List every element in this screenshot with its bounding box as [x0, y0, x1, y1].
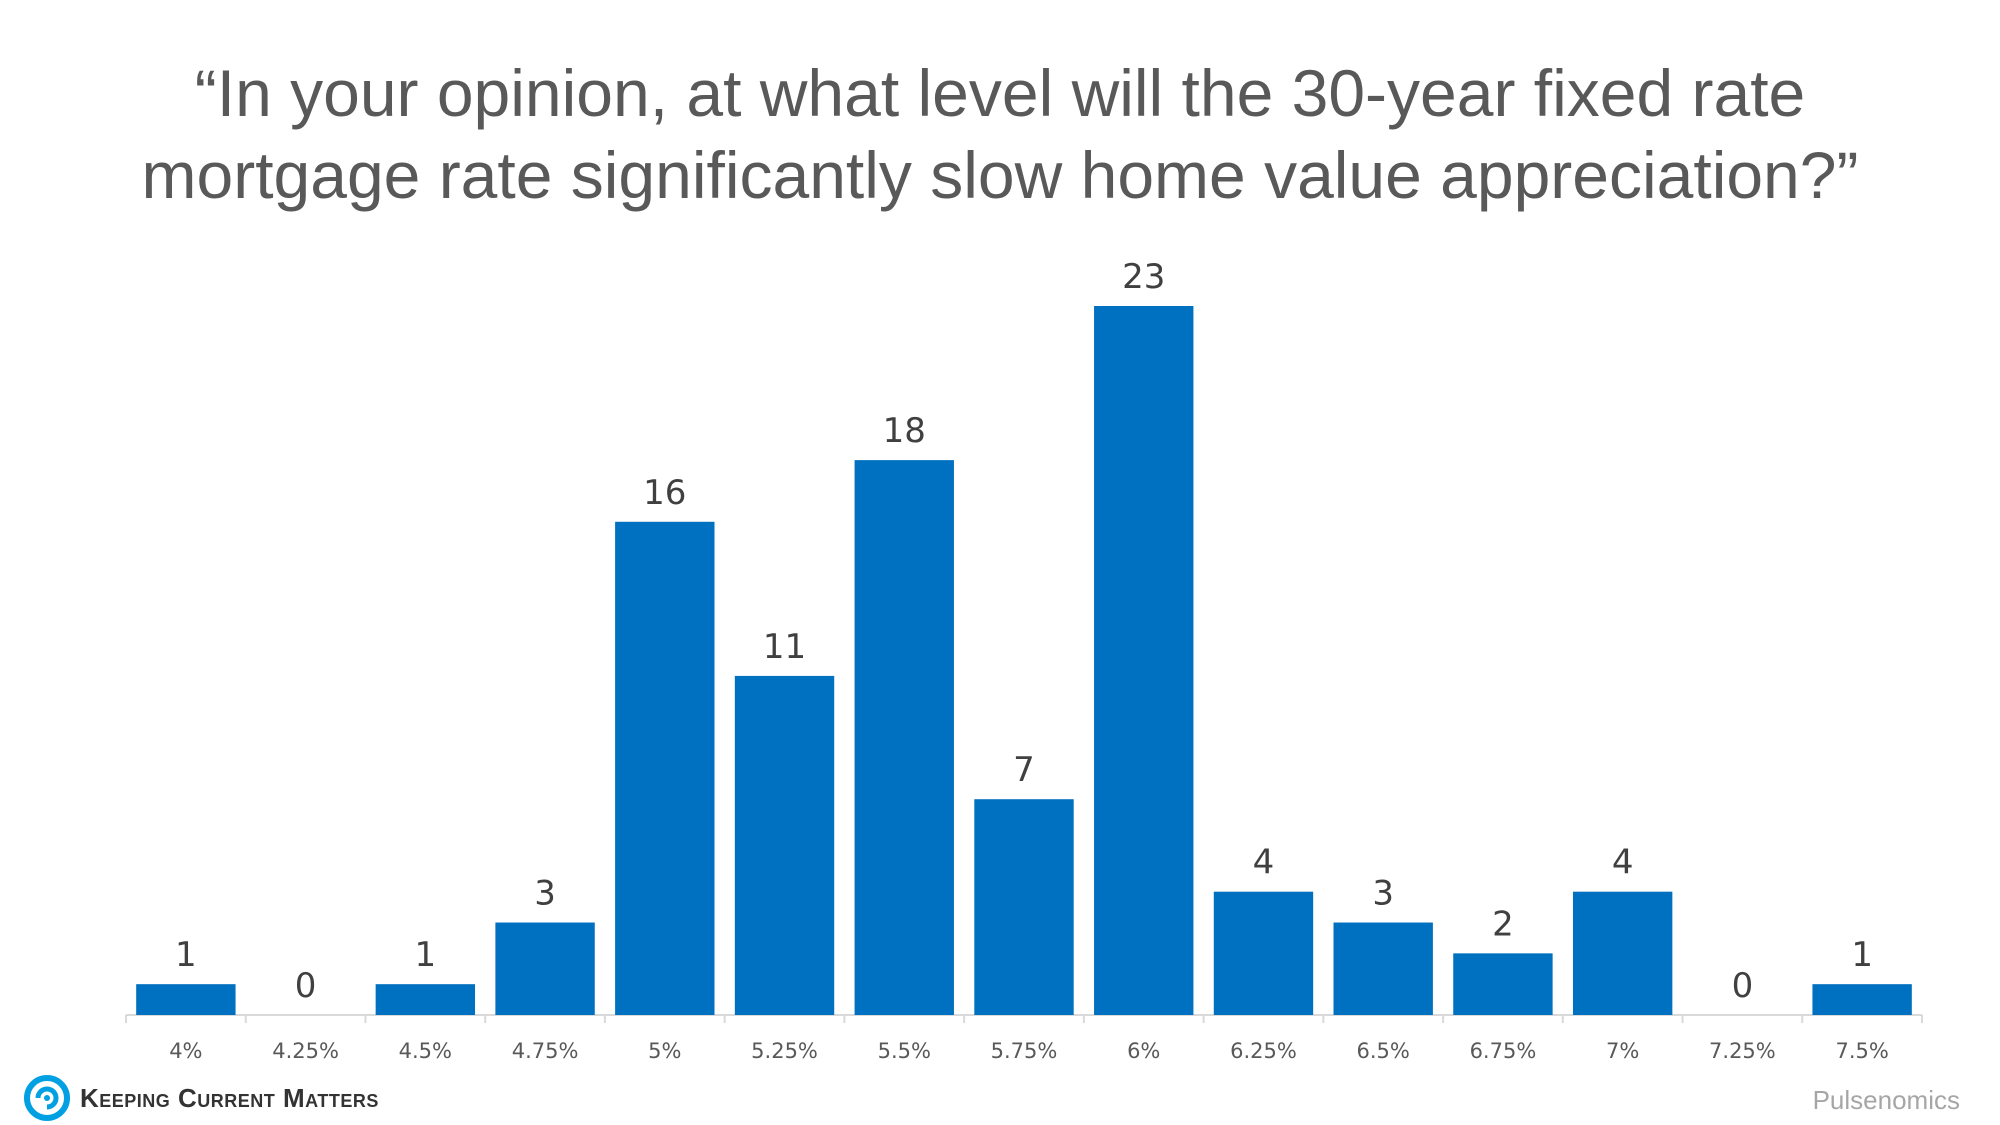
x-tick-label: 5%	[648, 1039, 681, 1063]
data-label: 0	[1732, 966, 1754, 1006]
data-label: 23	[1122, 257, 1165, 297]
x-tick-label: 4.5%	[399, 1039, 452, 1063]
data-label: 0	[295, 966, 317, 1006]
x-tick-label: 5.75%	[991, 1039, 1058, 1063]
source-label: Pulsenomics	[1812, 1085, 1960, 1115]
bar	[854, 460, 954, 1015]
data-label: 4	[1253, 843, 1275, 883]
data-label: 3	[534, 874, 556, 914]
x-tick-label: 7%	[1606, 1039, 1639, 1063]
chart-title-line-1: “In your opinion, at what level will the…	[194, 56, 1806, 130]
data-label: 7	[1013, 750, 1035, 790]
x-tick-label: 6.75%	[1470, 1039, 1537, 1063]
x-tick-label: 7.5%	[1835, 1039, 1888, 1063]
bar	[1453, 953, 1553, 1015]
bar	[136, 984, 236, 1015]
x-tick-label: 6.5%	[1357, 1039, 1410, 1063]
bar	[734, 675, 835, 1015]
data-label: 3	[1372, 874, 1394, 914]
x-tick-label: 7.25%	[1709, 1039, 1776, 1063]
company-logo: Keeping Current Matters	[24, 1073, 379, 1123]
x-tick-label: 4.75%	[512, 1039, 579, 1063]
x-tick-label: 5.5%	[878, 1039, 931, 1063]
bar	[974, 799, 1074, 1015]
x-tick-label: 4%	[169, 1039, 202, 1063]
data-label: 1	[175, 935, 197, 975]
bar	[495, 922, 595, 1015]
data-label: 4	[1612, 843, 1634, 883]
x-tick-label: 6%	[1127, 1039, 1160, 1063]
bar	[1213, 891, 1314, 1015]
data-label: 11	[763, 627, 806, 667]
data-label: 1	[1851, 935, 1873, 975]
chart-title: “In your opinion, at what level will the…	[0, 52, 2000, 216]
x-tick-label: 4.25%	[272, 1039, 339, 1063]
data-label: 16	[643, 473, 686, 513]
data-label: 18	[883, 411, 926, 451]
data-label: 2	[1492, 904, 1514, 944]
x-tick-label: 6.25%	[1230, 1039, 1297, 1063]
logo-text: Keeping Current Matters	[80, 1082, 379, 1113]
bar	[1094, 306, 1194, 1015]
bar	[375, 984, 476, 1015]
spiral-logo-icon	[24, 1075, 70, 1121]
data-label: 1	[415, 935, 437, 975]
x-tick-label: 5.25%	[751, 1039, 818, 1063]
bar	[1572, 891, 1673, 1015]
bar	[1333, 922, 1433, 1015]
chart-title-line-2: mortgage rate significantly slow home va…	[141, 138, 1859, 212]
bar	[1812, 984, 1912, 1015]
bar	[615, 521, 715, 1015]
